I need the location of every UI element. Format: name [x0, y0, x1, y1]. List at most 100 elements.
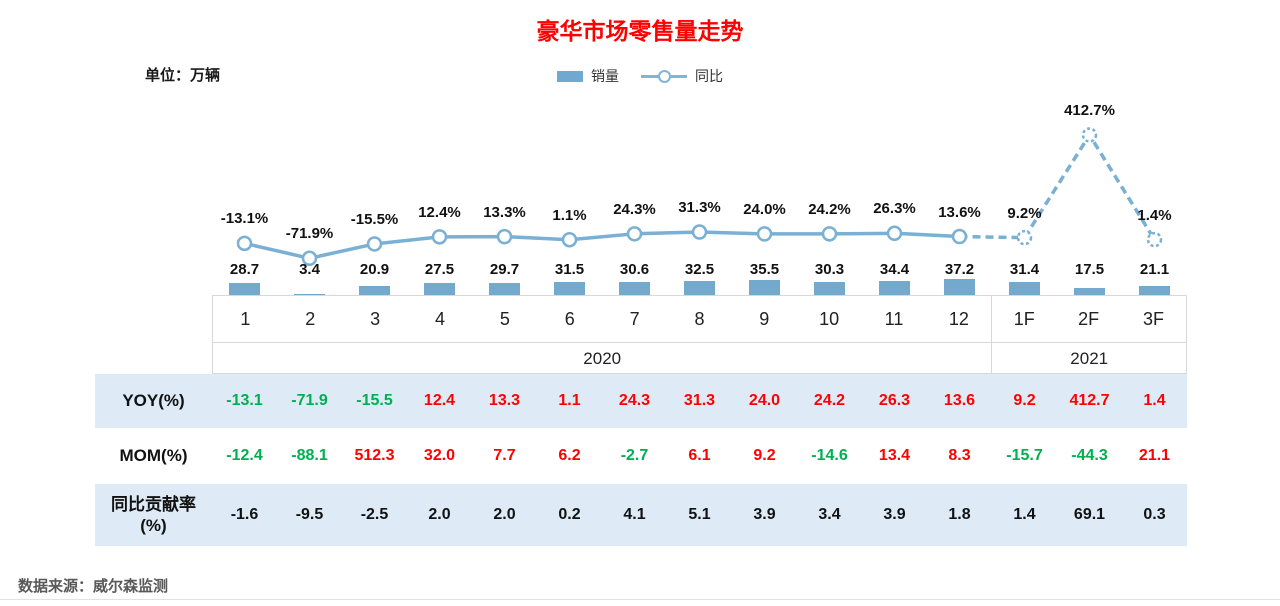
chart-legend: 销量 同比 [0, 66, 1280, 86]
chart-column: 412.7% 17.5 [1057, 90, 1122, 295]
line-marker-icon [236, 235, 253, 252]
sales-bar [1139, 286, 1170, 295]
axis-month-label: 5 [499, 308, 510, 329]
chart-column: 31.3% 32.5 [667, 90, 732, 295]
bar-value-label: 31.5 [554, 261, 585, 278]
table-cell: 24.0 [748, 392, 781, 409]
table-cell: 7.7 [493, 447, 516, 464]
table-cell: -71.9 [291, 392, 328, 409]
axis-month-label: 12 [948, 308, 969, 329]
line-point-label: 24.3% [613, 200, 656, 218]
table-cell: 69.1 [1073, 506, 1106, 523]
sales-bar [749, 280, 780, 295]
row-header: 同比贡献率(%) [111, 494, 196, 535]
table-cell: -15.7 [1006, 447, 1043, 464]
chart-column: 1.1% 31.5 [537, 90, 602, 295]
table-cell: 13.6 [943, 392, 976, 409]
line-point-label: 24.0% [743, 200, 786, 218]
chart-column: 24.0% 35.5 [732, 90, 797, 295]
row-header: MOM(%) [119, 446, 188, 466]
axis-month-label: 9 [759, 308, 770, 329]
legend-line-marker-icon [658, 70, 671, 83]
table-cell: 412.7 [1069, 392, 1110, 409]
chart-column: 24.2% 30.3 [797, 90, 862, 295]
line-point-label: 412.7% [1064, 102, 1115, 119]
bar-value-label: 20.9 [359, 261, 390, 278]
sales-bar [1074, 287, 1105, 295]
bar-value-label: 31.4 [1009, 261, 1040, 278]
line-marker-icon [886, 225, 903, 242]
page-title: 豪华市场零售量走势 [536, 18, 744, 44]
table-cell: 24.2 [813, 392, 846, 409]
sales-bar [554, 281, 585, 295]
table-cell: 13.4 [878, 447, 911, 464]
chart-column: 26.3% 34.4 [862, 90, 927, 295]
line-marker-icon [496, 228, 513, 245]
line-point-label: 12.4% [418, 203, 461, 221]
axis-year-label: 2021 [991, 343, 1186, 374]
table-cell: -44.3 [1071, 447, 1108, 464]
line-point-label: 1.1% [552, 206, 587, 224]
axis-month-label: 1 [240, 308, 251, 329]
axis-month-label: 8 [694, 308, 705, 329]
sales-bar [229, 282, 260, 295]
bar-value-label: 32.5 [684, 261, 715, 278]
table-cell: 512.3 [354, 447, 395, 464]
table-cell: 31.3 [683, 392, 716, 409]
yoy-line-forecast [959, 131, 1156, 241]
table-cell: 0.3 [1143, 506, 1166, 523]
table-cell: 9.2 [753, 447, 776, 464]
chart-column: -15.5% 20.9 [342, 90, 407, 295]
line-marker-icon [366, 236, 383, 252]
data-table: YOY(%) -13.1 -71.9 -15.5 12.4 13.3 1.1 24.3 31.3… [95, 374, 1187, 546]
line-point-label: 31.3% [678, 199, 721, 217]
line-marker-icon [756, 226, 773, 242]
chart-column: -13.1% 28.7 [212, 90, 277, 295]
line-marker-icon [691, 224, 708, 240]
table-cell: 4.1 [623, 506, 646, 523]
line-marker-icon [431, 229, 448, 245]
bar-value-label: 21.1 [1139, 261, 1170, 278]
sales-bar [294, 293, 325, 295]
axis-months-row: 1 2 3 4 5 6 7 8 9 10 11 12 1F 2F 3F [213, 296, 1186, 342]
line-legend-label: 同比 [695, 68, 723, 84]
line-marker-icon [1016, 229, 1033, 246]
line-marker-icon [951, 228, 968, 245]
line-marker-icon [1081, 127, 1098, 143]
sales-bar [684, 281, 715, 295]
axis-month-label: 10 [819, 308, 840, 329]
yoy-line [236, 127, 1163, 267]
table-cell: 1.4 [1013, 506, 1036, 523]
line-point-label: 13.6% [938, 203, 981, 221]
line-marker-icon [821, 226, 838, 242]
data-source: 数据来源：威尔森监测 [18, 578, 169, 595]
line-point-label: 1.4% [1137, 206, 1172, 224]
line-legend-swatch-icon [641, 69, 687, 83]
table-cell: 3.4 [818, 506, 841, 523]
sales-bar [489, 282, 520, 295]
bar-value-label: 17.5 [1074, 261, 1105, 278]
sales-bar [814, 282, 845, 295]
sales-bar [879, 280, 910, 295]
table-cell: 3.9 [753, 506, 776, 523]
table-cell: 2.0 [493, 506, 516, 523]
line-point-label: 24.2% [808, 200, 851, 218]
table-cell: 32.0 [423, 447, 456, 464]
table-row: MOM(%) -12.4 -88.1 512.3 32.0 7.7 6.2 -2.7 6.1 9.… [95, 428, 1187, 484]
x-axis: 1 2 3 4 5 6 7 8 9 10 11 12 1F 2F 3F 2020 2021 [212, 295, 1187, 374]
bar-value-label: 3.4 [299, 261, 320, 278]
bar-value-label: 30.3 [814, 261, 845, 278]
table-cell: -9.5 [295, 506, 324, 523]
line-marker-icon [301, 250, 318, 267]
axis-month-label: 3 [370, 308, 381, 329]
bottom-divider [0, 599, 1280, 600]
chart-column: 24.3% 30.6 [602, 90, 667, 295]
axis-month-label: 4 [435, 308, 446, 329]
table-cell: 1.4 [1143, 392, 1166, 409]
sales-bar [359, 286, 390, 295]
axis-month-label: 11 [884, 308, 904, 329]
chart-column: 9.2% 31.4 [992, 90, 1057, 295]
table-cell: -15.5 [356, 392, 393, 409]
line-marker-icon [561, 231, 578, 248]
